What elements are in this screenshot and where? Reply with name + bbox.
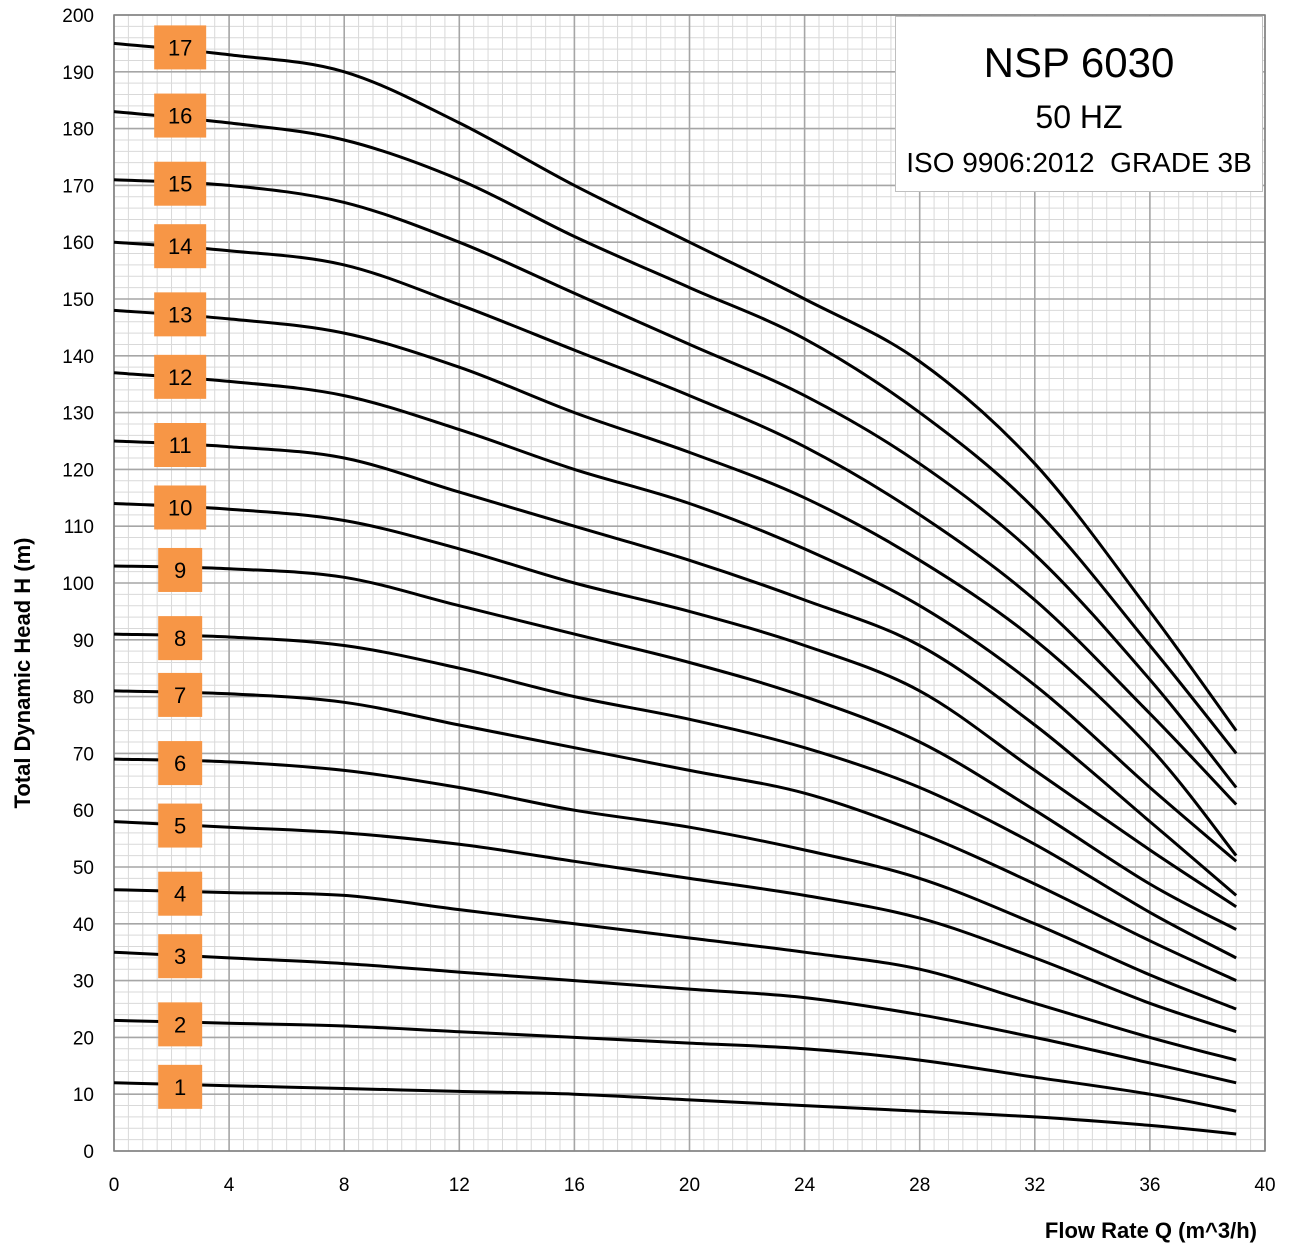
x-tick-label: 0 xyxy=(109,1175,120,1196)
y-axis-ticks: 0 10 20 30 40 50 60 70 80 90 100 110 120 130 140 150 160… xyxy=(62,6,94,1163)
y-tick-label: 70 xyxy=(73,744,94,765)
stage-label-14: 14 xyxy=(168,234,192,259)
curve-stage-12 xyxy=(113,371,1238,863)
y-tick-label: 120 xyxy=(62,460,94,481)
curve-stage-3 xyxy=(113,950,1237,1085)
stage-label-box-15 xyxy=(154,161,207,206)
curve-stage-16 xyxy=(113,110,1238,755)
curve-stage-5 xyxy=(113,820,1237,1034)
stage-label-box-5 xyxy=(158,803,203,848)
stage-label-2: 2 xyxy=(174,1012,186,1037)
stage-label-box-9 xyxy=(158,547,203,592)
y-tick-label: 180 xyxy=(62,120,94,141)
stage-label-box-17 xyxy=(154,25,207,70)
stage-label-17: 17 xyxy=(168,35,192,60)
x-tick-label: 24 xyxy=(794,1175,816,1196)
stage-label-box-4 xyxy=(158,871,203,916)
curve-stage-17 xyxy=(113,41,1238,732)
x-axis-title: Flow Rate Q (m^3/h) xyxy=(1045,1218,1257,1243)
y-tick-label: 10 xyxy=(73,1085,94,1106)
y-tick-label: 130 xyxy=(62,404,94,425)
y-tick-label: 150 xyxy=(62,290,94,311)
x-tick-label: 28 xyxy=(909,1175,930,1196)
y-tick-label: 30 xyxy=(73,972,94,993)
chart-subtitle: 50 HZ xyxy=(1035,99,1123,135)
y-tick-label: 140 xyxy=(62,347,94,368)
stage-label-10: 10 xyxy=(168,495,192,520)
y-tick-label: 20 xyxy=(73,1028,94,1049)
x-tick-label: 4 xyxy=(224,1175,235,1196)
curve-stage-2 xyxy=(113,1018,1237,1113)
x-tick-label: 8 xyxy=(339,1175,350,1196)
x-tick-label: 12 xyxy=(449,1175,470,1196)
y-tick-label: 0 xyxy=(83,1142,94,1163)
stage-label-12: 12 xyxy=(168,365,192,390)
y-tick-label: 100 xyxy=(62,574,94,595)
stage-label-11: 11 xyxy=(169,433,192,458)
stage-label-9: 9 xyxy=(174,558,186,583)
y-tick-label: 40 xyxy=(73,915,94,936)
x-tick-label: 40 xyxy=(1254,1175,1275,1196)
stage-label-16: 16 xyxy=(168,104,192,129)
stage-label-box-1 xyxy=(158,1064,203,1109)
stage-label-box-6 xyxy=(158,741,203,786)
stage-label-box-12 xyxy=(154,354,207,399)
stage-label-box-11 xyxy=(154,423,207,467)
y-tick-label: 60 xyxy=(73,801,94,822)
stage-label-box-13 xyxy=(154,292,207,337)
y-tick-label: 110 xyxy=(64,517,94,538)
curve-stage-4 xyxy=(113,888,1237,1062)
curve-stage-1 xyxy=(113,1081,1237,1136)
x-axis-ticks: 0 4 8 12 16 20 24 28 32 36 40 xyxy=(109,1175,1276,1196)
performance-curves xyxy=(113,41,1238,1136)
y-tick-label: 160 xyxy=(62,233,94,254)
y-tick-label: 80 xyxy=(73,688,94,709)
stage-label-box-14 xyxy=(154,224,207,269)
stage-label-13: 13 xyxy=(168,302,192,327)
x-tick-label: 20 xyxy=(679,1175,700,1196)
y-tick-label: 200 xyxy=(62,6,94,27)
stage-label-box-10 xyxy=(154,485,207,530)
stage-label-box-7 xyxy=(158,672,203,717)
stage-label-7: 7 xyxy=(174,683,186,708)
y-tick-label: 90 xyxy=(73,631,94,652)
stage-label-15: 15 xyxy=(168,172,192,197)
curve-stage-8 xyxy=(113,632,1237,960)
chart-standard: ISO 9906:2012 GRADE 3B xyxy=(906,147,1252,178)
curve-stage-7 xyxy=(113,689,1237,982)
curve-stage-11 xyxy=(113,439,1238,897)
x-tick-label: 32 xyxy=(1024,1175,1045,1196)
x-tick-label: 16 xyxy=(564,1175,585,1196)
stage-label-1: 1 xyxy=(174,1075,186,1100)
stage-label-5: 5 xyxy=(174,814,186,839)
stage-label-4: 4 xyxy=(174,882,186,907)
x-tick-label: 36 xyxy=(1139,1175,1160,1196)
curve-stage-14 xyxy=(113,240,1238,806)
y-tick-label: 190 xyxy=(62,63,94,84)
stage-label-box-8 xyxy=(158,616,203,661)
stage-label-box-16 xyxy=(154,93,207,138)
y-tick-label: 50 xyxy=(73,858,94,879)
y-axis-title: Total Dynamic Head H (m) xyxy=(10,538,35,809)
curve-stage-13 xyxy=(113,308,1238,857)
curve-stage-10 xyxy=(113,502,1238,909)
curve-stage-6 xyxy=(113,757,1237,1011)
chart-title: NSP 6030 xyxy=(983,39,1175,86)
stage-label-8: 8 xyxy=(174,626,186,651)
curve-stage-15 xyxy=(113,178,1238,789)
plot-border xyxy=(113,14,1266,1152)
chart-info-box: NSP 6030 50 HZ ISO 9906:2012 GRADE 3B xyxy=(895,16,1263,192)
curve-stage-9 xyxy=(113,564,1237,931)
y-tick-label: 170 xyxy=(62,176,94,197)
stage-label-6: 6 xyxy=(174,751,186,776)
stage-label-box-3 xyxy=(158,934,203,979)
stage-label-3: 3 xyxy=(174,944,186,969)
stage-label-box-2 xyxy=(158,1002,203,1047)
